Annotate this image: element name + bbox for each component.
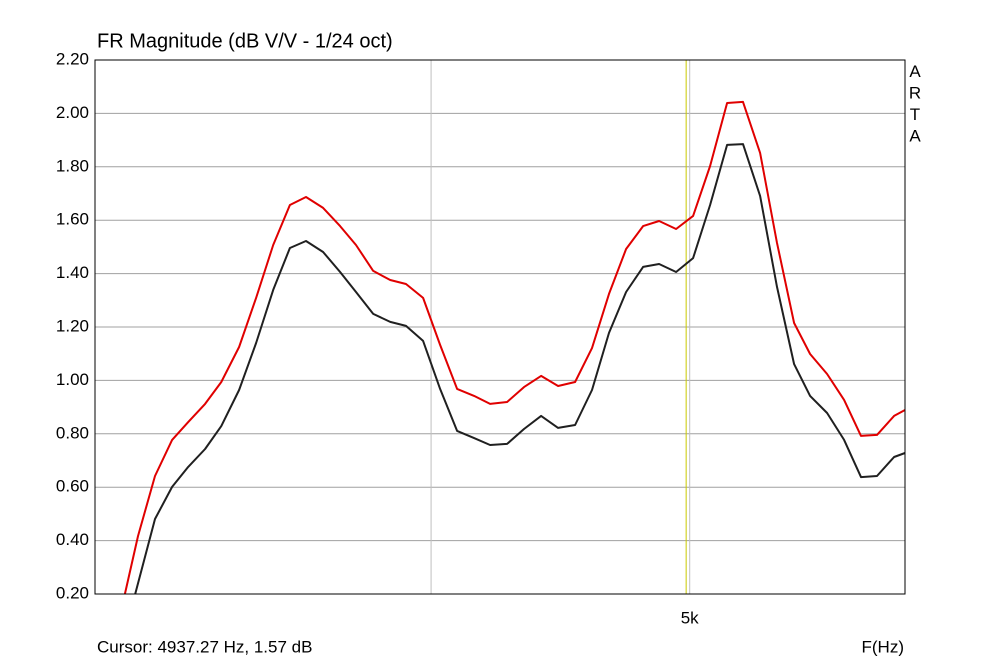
x-axis-label: F(Hz) xyxy=(862,637,904,656)
y-tick-label: 1.80 xyxy=(56,156,89,175)
y-tick-label: 1.60 xyxy=(56,210,89,229)
plot-area xyxy=(123,100,905,594)
y-tick-label: 1.00 xyxy=(56,370,89,389)
plot-frame xyxy=(94,59,906,595)
y-tick-label: 0.60 xyxy=(56,477,89,496)
y-tick-label: 2.00 xyxy=(56,103,89,122)
y-tick-label: 2.20 xyxy=(56,49,89,68)
series-line xyxy=(134,143,905,594)
y-tick-label: 1.40 xyxy=(56,263,89,282)
chart-title: FR Magnitude (dB V/V - 1/24 oct) xyxy=(97,30,393,52)
cursor-readout: Cursor: 4937.27 Hz, 1.57 dB xyxy=(97,637,312,656)
grid xyxy=(95,59,905,595)
y-tick-label: 0.80 xyxy=(56,423,89,442)
y-tick-label: 1.20 xyxy=(56,316,89,335)
y-tick-label: 0.20 xyxy=(56,583,89,602)
y-tick-label: 0.40 xyxy=(56,530,89,549)
x-tick-label: 5k xyxy=(681,608,699,627)
labels: 0.20 0.40 0.60 0.80 1.00 1.20 1.40 1.60 1.80 2.00… xyxy=(56,49,921,627)
series-line xyxy=(123,100,905,594)
